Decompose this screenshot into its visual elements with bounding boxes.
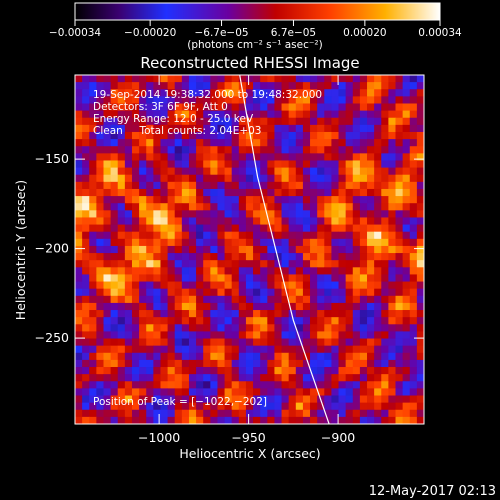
annotation-energy-range: Energy Range: 12.0 - 25.0 keV — [93, 113, 254, 125]
colorbar-unit-label: (photons cm⁻² s⁻¹ asec⁻²) — [187, 39, 322, 51]
chart-title: Reconstructed RHESSI Image — [140, 54, 359, 72]
annotation-time-range: 19-Sep-2014 19:38:32.000 to 19:48:32.000 — [93, 89, 322, 101]
colorbar-tick-label: 0.00034 — [418, 27, 462, 39]
x-tick-label: −950 — [231, 430, 265, 445]
plot-frame — [74, 74, 425, 425]
annotation-method-counts: Clean Total counts: 2.04E+03 — [93, 125, 262, 137]
x-tick-label: −900 — [321, 430, 355, 445]
y-axis-label: Heliocentric Y (arcsec) — [13, 180, 28, 320]
annotation-peak-position: Position of Peak = [−1022,−202] — [93, 396, 267, 408]
annotations: 19-Sep-2014 19:38:32.000 to 19:48:32.000… — [93, 89, 322, 408]
timestamp: 12-May-2017 02:13 — [369, 484, 496, 499]
colorbar-tick-label: −0.00020 — [124, 27, 176, 39]
colorbar-tick-label: 6.7e−05 — [271, 27, 316, 39]
colorbar-tick-label: −0.00034 — [49, 27, 102, 39]
colorbar: −0.00034 −0.00020 −6.7e−05 6.7e−05 0.00020 0.… — [49, 2, 462, 51]
colorbar-gradient — [74, 2, 441, 21]
y-tick-label: −250 — [35, 330, 69, 345]
x-tick-label: −1000 — [138, 430, 180, 445]
y-tick-label: −150 — [35, 151, 69, 166]
heatmap — [75, 75, 424, 424]
y-tick-label: −200 — [35, 241, 69, 256]
annotation-detectors: Detectors: 3F 6F 9F, Att 0 — [93, 101, 228, 113]
solar-limb-line — [239, 75, 330, 424]
colorbar-tick-label: 0.00020 — [343, 27, 386, 39]
x-axis-label: Heliocentric X (arcsec) — [179, 446, 320, 461]
colorbar-tick-label: −6.7e−05 — [194, 27, 248, 39]
